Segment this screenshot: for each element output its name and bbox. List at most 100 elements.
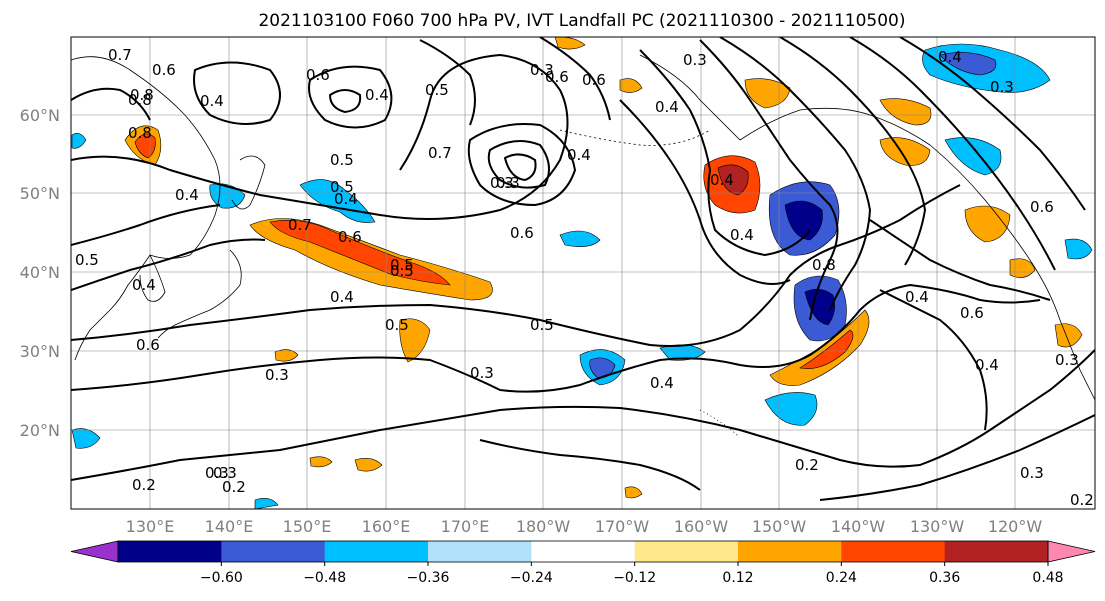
contour-label: 0.7 [288,216,312,234]
colorbar: −0.60 −0.48 −0.36 −0.24 −0.12 0.12 0.24 0.36 0.4… [70,540,1096,586]
colorbar-arrow-right [1047,540,1096,563]
contour-label: 0.3 [496,174,520,192]
lon-label: 160°E [362,517,411,536]
contour-label: 0.7 [428,144,452,162]
contour-label: 0.4 [334,190,358,208]
colorbar-segment [944,541,1049,562]
contour-label: 0.8 [812,256,836,274]
map-panel: 0.7 0.6 0.8 0.8 0.4 0.6 0.5 0.7 0.5 0.3 … [71,37,1095,509]
contour-label: 0.4 [710,171,734,189]
colorbar-outline [117,540,1049,563]
contour-label: 0.8 [128,124,152,142]
contour-label: 0.4 [200,92,224,110]
contour-label: 0.4 [655,98,679,116]
contour-label: 0.6 [306,66,330,84]
contour-label: 0.5 [330,178,354,196]
contour-label: 0.5 [390,262,414,280]
colorbar-tick-label: 0.48 [1032,570,1063,586]
colorbar-tick-label: 0.12 [722,570,753,586]
colorbar-segment [738,541,842,562]
lon-label: 170°E [441,517,490,536]
contour-label: 0.4 [567,146,591,164]
contour-label: 0.6 [1030,198,1054,216]
longitude-labels: 130°E 140°E 150°E 160°E 170°E 180°W 170°… [126,517,1043,536]
lon-label: 130°E [126,517,175,536]
contour-label: 0.8 [128,91,152,109]
contour-label: 0.6 [582,71,606,89]
alaska-coast [639,54,1095,401]
contour-label: 0.3 [213,464,237,482]
contour-label: 0.4 [175,186,199,204]
lat-label: 60°N [20,106,60,125]
contour-label: 0.4 [330,288,354,306]
lat-label: 50°N [20,184,60,203]
colorbar-tick-label: −0.60 [200,570,243,586]
lon-label: 130°W [910,517,965,536]
lon-label: 180°W [516,517,571,536]
colorbar-tick-label: −0.48 [303,570,346,586]
contour-label: 0.3 [1055,351,1079,369]
colorbar-segment [531,541,636,562]
contour-label: 0.4 [365,86,389,104]
colorbar-arrow-left [70,540,119,563]
contour-label: 0.3 [530,61,554,79]
colorbar-segment [118,541,222,562]
asia-coast [71,56,221,361]
lat-label: 40°N [20,263,60,282]
contour-label: 0.5 [390,256,414,274]
colorbar-tick-label: −0.24 [510,570,553,586]
contour-label: 0.3 [990,78,1014,96]
contour-label: 0.6 [545,68,569,86]
graticule [71,37,1095,509]
contour-label: 0.6 [510,224,534,242]
contour-label: 0.2 [132,476,156,494]
contour-label: 0.2 [795,456,819,474]
contour-label: 0.3 [683,51,707,69]
lon-label: 140°W [831,517,886,536]
contour-label: 0.3 [1020,464,1044,482]
lon-label: 120°W [988,517,1043,536]
contour-label: 0.4 [650,374,674,392]
colorbar-segments [70,540,1096,563]
contour-label: 0.2 [222,478,246,496]
lon-label: 150°E [283,517,332,536]
colorbar-ticks: −0.60 −0.48 −0.36 −0.24 −0.12 0.12 0.24 0.36 0.4… [200,562,1064,586]
map-frame [70,36,1096,510]
contour-label: 0.5 [425,81,449,99]
contour-label: 0.6 [136,336,160,354]
lon-label: 170°W [595,517,650,536]
contour-label: 0.4 [975,356,999,374]
colorbar-tick-label: −0.12 [613,570,656,586]
latitude-labels: 60°N 50°N 40°N 30°N 20°N [20,106,60,440]
colorbar-segment [324,541,429,562]
contour-labels: 0.7 0.6 0.8 0.8 0.4 0.6 0.5 0.7 0.5 0.3 … [75,46,1094,509]
contour-label: 0.4 [730,226,754,244]
lon-label: 140°E [205,517,254,536]
contour-label: 0.5 [385,316,409,334]
lon-label: 160°W [674,517,729,536]
colorbar-tick-label: −0.36 [407,570,450,586]
korea-coast [139,254,166,302]
colorbar-segment [221,541,326,562]
contour-label: 0.4 [132,276,156,294]
negative-anomaly-south [764,392,818,426]
colorbar-segment [634,541,739,562]
lat-label: 30°N [20,342,60,361]
contour-label: 0.3 [470,364,494,382]
contour-label: 0.6 [960,304,984,322]
aleutian-chain [559,129,711,146]
colorbar-tick-label: 0.36 [929,570,960,586]
contour-label: 0.3 [265,366,289,384]
contour-label: 0.3 [205,464,229,482]
lat-label: 20°N [20,421,60,440]
contour-label: 0.5 [530,316,554,334]
contour-label: 0.5 [75,251,99,269]
colorbar-segment [841,541,946,562]
contour-label: 0.2 [1070,491,1094,509]
pv-contours [71,37,1095,501]
contour-label: 0.8 [130,86,154,104]
contour-label: 0.4 [905,288,929,306]
kamchatka-coast [231,155,266,210]
figure-title: 2021103100 F060 700 hPa PV, IVT Landfall… [258,11,905,31]
